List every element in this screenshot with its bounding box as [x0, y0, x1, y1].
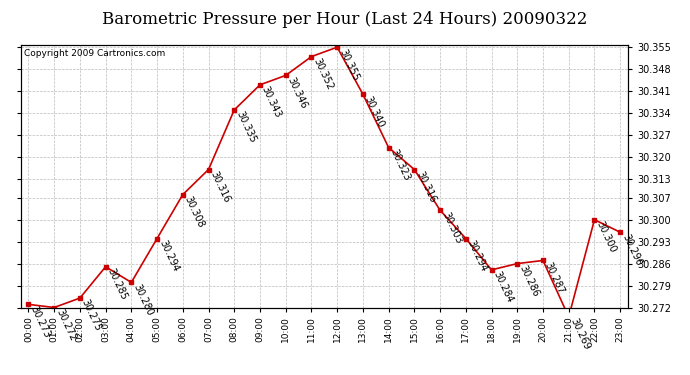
Text: 30.294: 30.294 [466, 238, 489, 273]
Text: 30.316: 30.316 [415, 170, 437, 204]
Text: 30.343: 30.343 [260, 85, 284, 120]
Text: 30.316: 30.316 [208, 170, 232, 204]
Text: 30.340: 30.340 [363, 94, 386, 129]
Text: 30.287: 30.287 [543, 261, 566, 296]
Text: 30.286: 30.286 [518, 264, 540, 298]
Text: 30.335: 30.335 [234, 110, 257, 145]
Text: 30.280: 30.280 [131, 282, 155, 317]
Text: 30.352: 30.352 [311, 57, 335, 92]
Text: 30.269: 30.269 [569, 317, 592, 352]
Text: 30.284: 30.284 [491, 270, 515, 304]
Text: 30.308: 30.308 [183, 195, 206, 229]
Text: 30.303: 30.303 [440, 210, 464, 245]
Text: 30.275: 30.275 [80, 298, 104, 333]
Text: 30.296: 30.296 [620, 232, 644, 267]
Text: 30.294: 30.294 [157, 238, 180, 273]
Text: 30.300: 30.300 [595, 220, 618, 254]
Text: Copyright 2009 Cartronics.com: Copyright 2009 Cartronics.com [23, 49, 165, 58]
Text: Barometric Pressure per Hour (Last 24 Hours) 20090322: Barometric Pressure per Hour (Last 24 Ho… [102, 11, 588, 28]
Text: 30.355: 30.355 [337, 47, 361, 82]
Text: 30.272: 30.272 [54, 308, 77, 342]
Text: 30.323: 30.323 [388, 147, 412, 182]
Text: 30.285: 30.285 [106, 267, 129, 302]
Text: 30.346: 30.346 [286, 75, 309, 110]
Text: 30.273: 30.273 [28, 304, 52, 339]
